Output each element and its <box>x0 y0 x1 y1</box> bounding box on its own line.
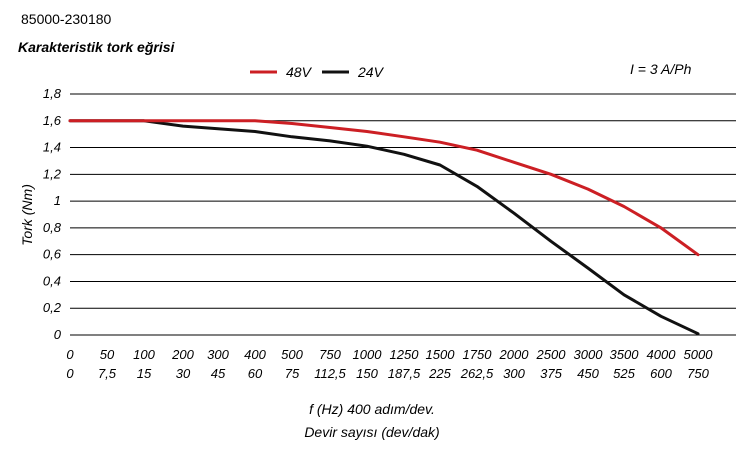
y-tick-label: 0,4 <box>43 273 61 288</box>
x-tick-label-hz: 500 <box>281 347 303 362</box>
x-tick-label-rpm: 75 <box>285 366 300 381</box>
series-lines <box>68 119 700 336</box>
x-tick-label-hz: 3500 <box>610 347 640 362</box>
x-tick-label-rpm: 45 <box>211 366 226 381</box>
x-tick-label-rpm: 60 <box>248 366 263 381</box>
x-tick-label-rpm: 600 <box>650 366 672 381</box>
x-tick-label-rpm: 750 <box>687 366 709 381</box>
legend-label-24v: 24V <box>357 64 385 80</box>
chart-title: Karakteristik tork eğrisi <box>18 39 176 55</box>
y-tick-label: 0 <box>54 327 62 342</box>
y-tick-label: 1,2 <box>43 166 62 181</box>
x-tick-label-rpm: 525 <box>613 366 635 381</box>
y-tick-label: 1,4 <box>43 140 61 155</box>
x-tick-label-rpm: 7,5 <box>98 366 117 381</box>
y-tick-label: 0,6 <box>43 247 62 262</box>
x-tick-label-rpm: 0 <box>66 366 74 381</box>
x-tick-label-hz: 3000 <box>574 347 604 362</box>
x-axis-label-secondary: Devir sayısı (dev/dak) <box>304 424 439 440</box>
x-tick-label-hz: 200 <box>171 347 194 362</box>
x-tick-label-hz: 2500 <box>536 347 567 362</box>
y-tick-labels: 0 0,2 0,4 0,6 0,8 1 1,2 1,4 1,6 1,8 <box>43 86 62 342</box>
current-annotation: I = 3 A/Ph <box>630 61 692 77</box>
series-line-24v <box>68 119 700 336</box>
x-tick-label-rpm: 30 <box>176 366 191 381</box>
x-tick-label-rpm: 262,5 <box>460 366 494 381</box>
x-tick-label-hz: 5000 <box>684 347 714 362</box>
x-tick-label-hz: 4000 <box>647 347 677 362</box>
y-tick-label: 1,6 <box>43 113 62 128</box>
y-tick-label: 0,8 <box>43 220 62 235</box>
product-code: 85000-230180 <box>21 11 112 27</box>
x-tick-label-rpm: 225 <box>428 366 451 381</box>
x-tick-label-hz: 750 <box>319 347 341 362</box>
y-tick-label: 1 <box>54 193 61 208</box>
x-tick-label-hz: 400 <box>244 347 266 362</box>
x-tick-label-rpm: 112,5 <box>314 366 346 381</box>
x-axis-label: f (Hz) 400 adım/dev. <box>309 401 435 417</box>
x-tick-label-hz: 300 <box>207 347 229 362</box>
x-tick-labels: 0 0 50 7,5 100 15 200 30 300 45 400 60 500 75 750 112,5… <box>66 347 713 381</box>
y-tick-label: 1,8 <box>43 86 62 101</box>
x-tick-label-hz: 1000 <box>353 347 383 362</box>
x-tick-label-hz: 0 <box>66 347 74 362</box>
x-tick-label-hz: 1250 <box>390 347 420 362</box>
x-tick-label-rpm: 15 <box>137 366 152 381</box>
x-tick-label-hz: 1500 <box>426 347 456 362</box>
x-tick-label-hz: 100 <box>133 347 155 362</box>
x-tick-label-hz: 50 <box>100 347 115 362</box>
series-line-48v <box>68 119 700 257</box>
x-tick-label-rpm: 450 <box>577 366 599 381</box>
x-tick-label-hz: 2000 <box>499 347 530 362</box>
y-axis-label: Tork (Nm) <box>19 184 35 246</box>
x-tick-label-rpm: 300 <box>503 366 525 381</box>
x-tick-label-rpm: 375 <box>540 366 562 381</box>
x-tick-label-rpm: 187,5 <box>388 366 421 381</box>
x-tick-label-rpm: 150 <box>356 366 378 381</box>
legend: 48V 24V <box>250 64 385 80</box>
x-tick-label-hz: 1750 <box>463 347 493 362</box>
y-tick-label: 0,2 <box>43 300 62 315</box>
legend-label-48v: 48V <box>286 64 313 80</box>
